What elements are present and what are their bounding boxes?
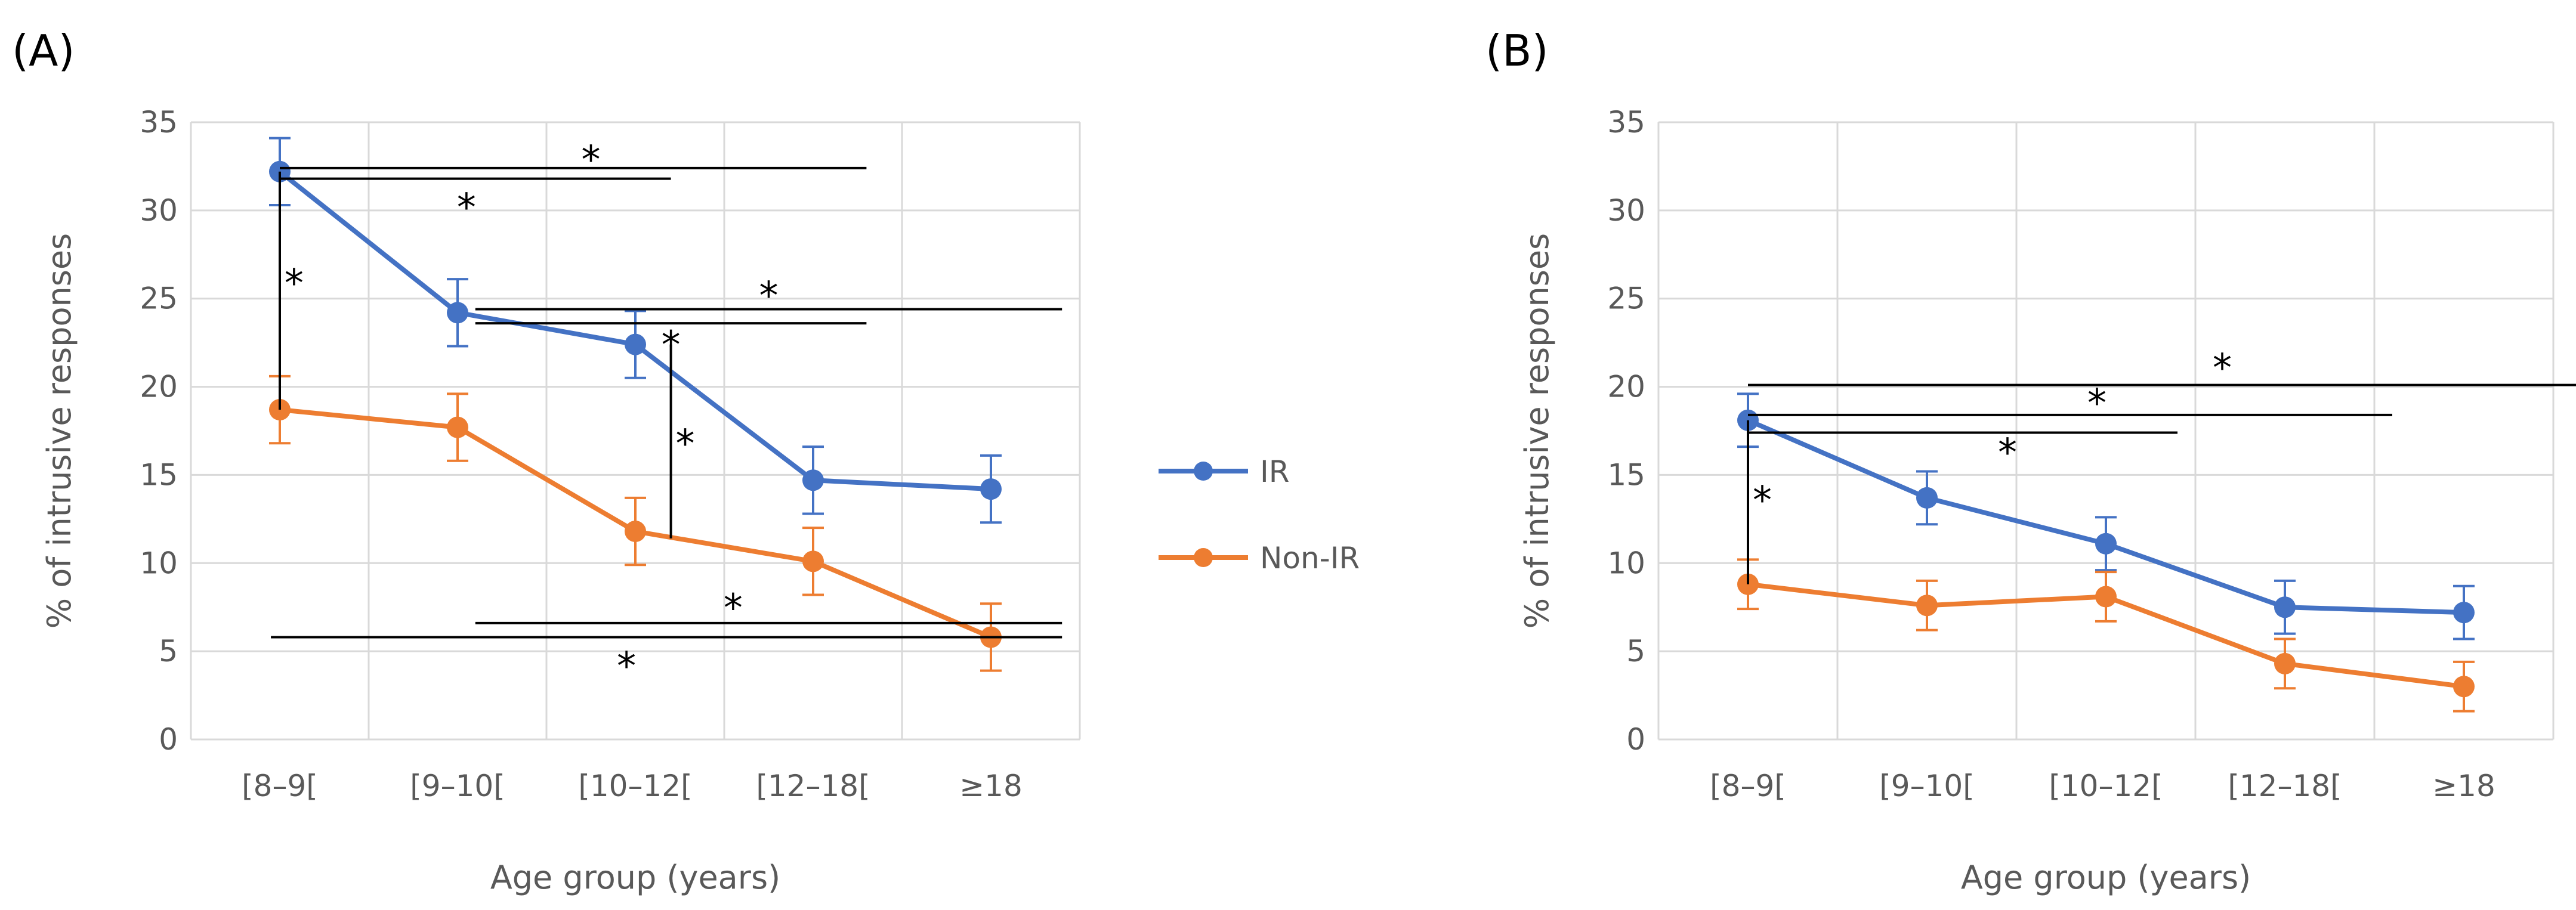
y-tick-label: 35	[140, 105, 178, 140]
significance-star: *	[2213, 346, 2232, 391]
significance-star: *	[759, 274, 779, 318]
y-tick-label: 20	[1607, 370, 1645, 404]
x-tick-label: [12–18[	[756, 769, 870, 803]
significance-star: *	[1998, 431, 2017, 475]
data-point-non-ir	[2095, 586, 2117, 608]
data-point-non-ir	[625, 521, 646, 543]
y-tick-label: 15	[140, 457, 178, 492]
data-point-non-ir	[2274, 652, 2296, 674]
x-tick-label: [10–12[	[578, 769, 692, 803]
x-tick-label: ≥18	[2432, 769, 2495, 803]
significance-star: *	[617, 645, 636, 689]
y-tick-label: 0	[1626, 722, 1645, 757]
x-axis-title: Age group (years)	[1961, 859, 2251, 896]
legend-ir-marker	[1194, 462, 1213, 481]
y-tick-label: 30	[1607, 193, 1645, 228]
y-tick-label: 20	[140, 370, 178, 404]
y-tick-label: 5	[1626, 634, 1645, 668]
x-tick-label: [10–12[	[2049, 769, 2163, 803]
panel-a: (A) 0 5 10 15 20 25 30 35 [8–9[ [9–10[ [10–12[ [12–1…	[12, 26, 1081, 896]
data-point-non-ir	[447, 416, 468, 438]
y-tick-label: 5	[159, 634, 178, 668]
y-tick-label: 30	[140, 193, 178, 228]
y-axis-title: % of intrusive responses	[1518, 233, 1556, 629]
x-tick-label: [9–10[	[410, 769, 505, 803]
y-tick-label: 0	[159, 722, 178, 757]
legend-ir-label: IR	[1260, 454, 1290, 489]
data-point-non-ir	[802, 550, 824, 572]
significance-star: *	[457, 186, 476, 230]
legend: IR Non-IR	[1159, 454, 1360, 575]
significance-star: *	[2087, 382, 2106, 426]
y-tick-label: 35	[1607, 105, 1645, 140]
x-tick-label: ≥18	[959, 769, 1023, 803]
panel-label: (A)	[12, 26, 75, 76]
x-tick-label: [9–10[	[1879, 769, 1974, 803]
data-point-ir	[2453, 602, 2475, 624]
x-axis-title: Age group (years)	[490, 859, 780, 896]
data-point-ir	[802, 469, 824, 491]
y-tick-label: 10	[140, 546, 178, 580]
x-tick-label: [12–18[	[2228, 769, 2342, 803]
data-point-ir	[2274, 596, 2296, 618]
data-point-ir	[2095, 533, 2117, 555]
significance-star: *	[675, 422, 694, 466]
data-point-ir	[1916, 487, 1938, 509]
panel-b: (B) 0 5 10 15 20 25 30 35 [8–9[ [9–10[ [10–12[ [12–1…	[1485, 26, 2576, 896]
significance-star: *	[1753, 479, 1772, 523]
y-tick-label: 25	[1607, 281, 1645, 316]
panel-label: (B)	[1485, 26, 1549, 76]
significance-star: *	[582, 138, 601, 182]
x-tick-label: [8–9[	[242, 769, 318, 803]
significance-star: *	[724, 586, 743, 630]
data-point-ir	[447, 302, 468, 324]
x-tick-label: [8–9[	[1710, 769, 1786, 803]
data-point-ir	[980, 478, 1002, 500]
data-point-ir	[625, 333, 646, 355]
y-axis-title: % of intrusive responses	[41, 233, 78, 629]
legend-nonir-label: Non-IR	[1260, 541, 1360, 575]
y-tick-label: 10	[1607, 546, 1645, 580]
y-tick-label: 25	[140, 281, 178, 316]
legend-nonir-marker	[1194, 548, 1213, 567]
data-point-non-ir	[2453, 676, 2475, 698]
significance-star: *	[285, 262, 304, 306]
y-tick-label: 15	[1607, 457, 1645, 492]
data-point-non-ir	[1916, 595, 1938, 617]
